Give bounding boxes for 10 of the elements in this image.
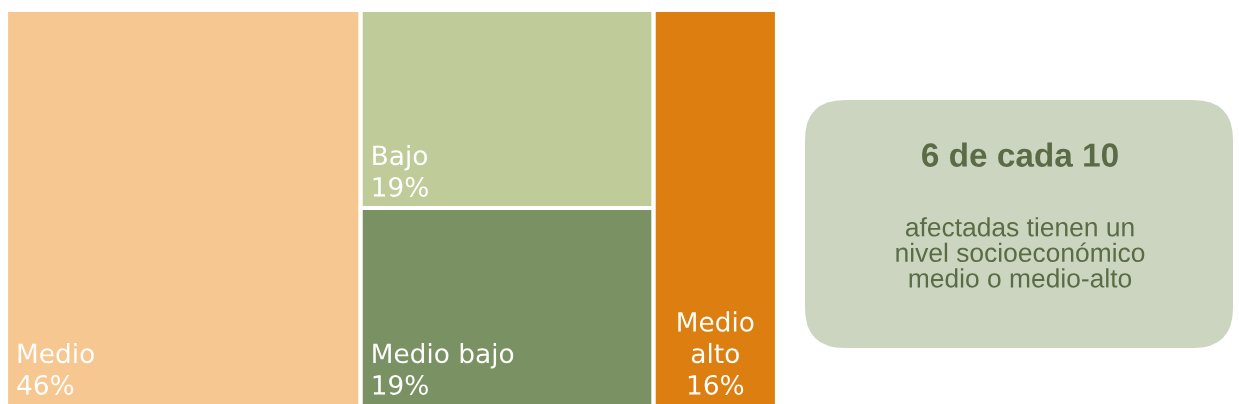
category-label: Medio alto bbox=[678, 311, 754, 364]
category-label: Bajo bbox=[373, 144, 427, 171]
data-label: 46% bbox=[17, 374, 74, 395]
category-label: Medio bbox=[18, 342, 94, 364]
category-label: Medio bajo bbox=[373, 342, 514, 369]
data-label: 19% bbox=[373, 176, 428, 197]
text: 6 de cada 10 bbox=[922, 142, 1118, 167]
text: afectadas tienen un nivel socioeconómico medio o medio-alto bbox=[896, 217, 1145, 288]
data-label: 16% bbox=[688, 374, 744, 395]
data-label: 19% bbox=[373, 374, 428, 395]
